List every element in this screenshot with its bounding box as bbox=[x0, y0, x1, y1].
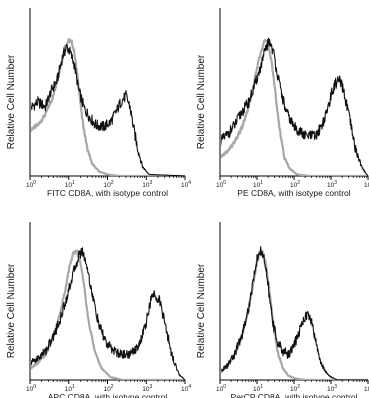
y-axis-label: Relative Cell Number bbox=[6, 263, 17, 358]
x-tick-label: 103 bbox=[142, 180, 152, 189]
isotype-control-trace bbox=[221, 38, 369, 176]
x-tick-label: 104 bbox=[364, 384, 369, 393]
x-tick-label: 100 bbox=[216, 384, 226, 393]
y-axis-label: Relative Cell Number bbox=[196, 263, 207, 358]
x-tick-label: 100 bbox=[216, 180, 226, 189]
x-axis-label: APC CD8A, with isotype control bbox=[48, 392, 168, 398]
x-tick-label: 103 bbox=[327, 384, 337, 393]
x-axis-label: PE CD8A, with isotype control bbox=[237, 188, 350, 198]
cd8a-stained-trace bbox=[31, 44, 186, 176]
x-axis-label: PerCP CD8A, with isotype control bbox=[231, 392, 358, 398]
x-tick-label: 102 bbox=[104, 384, 114, 393]
x-tick-label: 103 bbox=[142, 384, 152, 393]
cd8a-stained-trace bbox=[221, 246, 369, 380]
histogram-panel-fitc: 100 101 102 103 104 FITC CD8A, with isotype c… bbox=[6, 8, 191, 198]
x-tick-label: 102 bbox=[104, 180, 114, 189]
y-axis-label: Relative Cell Number bbox=[196, 54, 207, 149]
x-tick-label: 100 bbox=[26, 180, 36, 189]
x-tick-label: 104 bbox=[181, 180, 191, 189]
x-tick-label: 104 bbox=[364, 180, 369, 189]
isotype-control-trace bbox=[31, 249, 186, 380]
x-tick-label: 100 bbox=[26, 384, 36, 393]
x-tick-label: 101 bbox=[65, 384, 75, 393]
isotype-control-trace bbox=[221, 249, 369, 380]
x-tick-label: 102 bbox=[290, 180, 300, 189]
histogram-panel-apc: 100 101 102 103 104 APC CD8A, with isotype co… bbox=[6, 222, 191, 398]
x-tick-label: 104 bbox=[181, 384, 191, 393]
x-tick-label: 101 bbox=[65, 180, 75, 189]
cd8a-stained-trace bbox=[221, 37, 369, 176]
x-tick-label: 102 bbox=[290, 384, 300, 393]
histogram-panel-pe: 100 101 102 103 104 PE CD8A, with isotype con… bbox=[196, 8, 369, 198]
histogram-panel-percp: 100 101 102 103 104 PerCP CD8A, with isotype … bbox=[196, 222, 369, 398]
x-tick-label: 101 bbox=[253, 180, 263, 189]
isotype-control-trace bbox=[31, 37, 186, 176]
cd8a-stained-trace bbox=[31, 247, 186, 380]
x-tick-label: 101 bbox=[253, 384, 263, 393]
x-tick-label: 103 bbox=[327, 180, 337, 189]
y-axis-label: Relative Cell Number bbox=[6, 54, 17, 149]
x-axis-label: FITC CD8A, with isotype control bbox=[47, 188, 168, 198]
